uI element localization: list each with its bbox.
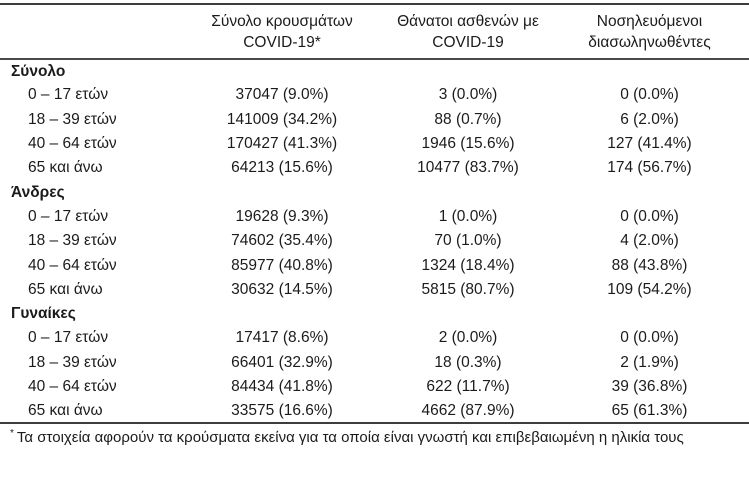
intubated-cell: 0 (0.0%): [620, 86, 679, 104]
cases-cell: 37047 (9.0%): [235, 86, 329, 104]
section-header-row: Γυναίκες: [0, 302, 749, 326]
cases-cell: 170427 (41.3%): [226, 135, 338, 153]
cases-cell: 19628 (9.3%): [235, 207, 329, 225]
intubated-cell: 109 (54.2%): [607, 280, 692, 298]
cases-cell: 30632 (14.5%): [231, 280, 333, 298]
age-group-label: 65 και άνω: [28, 159, 103, 177]
age-group-label: 40 – 64 ετών: [28, 378, 117, 395]
age-group-label: 0 – 17 ετών: [28, 329, 109, 347]
section-header-row: Σύνολο: [0, 59, 749, 83]
deaths-cell: 622 (11.7%): [426, 378, 510, 395]
header-intubated-line2: διασωληνωθέντες: [588, 33, 711, 51]
header-cases: Σύνολο κρουσμάτων COVID-19*: [178, 4, 386, 59]
age-group-label: 18 – 39 ετών: [28, 353, 117, 371]
intubated-cell: 6 (2.0%): [620, 110, 679, 128]
deaths-cell: 5815 (80.7%): [421, 280, 515, 298]
age-group-label: 40 – 64 ετών: [28, 256, 117, 274]
intubated-cell: 65 (61.3%): [611, 401, 688, 419]
age-group-label: 18 – 39 ετών: [28, 110, 117, 128]
deaths-cell: 88 (0.7%): [434, 110, 502, 128]
data-row: 65 και άνω 64213 (15.6%) 10477 (83.7%) 1…: [0, 156, 749, 180]
age-group-label: 0 – 17 ετών: [28, 86, 109, 104]
cases-cell: 17417 (8.6%): [235, 329, 329, 347]
deaths-cell: 3 (0.0%): [438, 86, 498, 104]
age-group-label: 65 και άνω: [28, 280, 103, 298]
header-intubated-line1: Νοσηλευόμενοι: [596, 12, 703, 30]
covid-age-statistics-table: Σύνολο κρουσμάτων COVID-19* Θάνατοι ασθε…: [0, 3, 749, 424]
section-label-men: Άνδρες: [11, 183, 65, 201]
intubated-cell: 2 (1.9%): [620, 353, 679, 371]
data-row: 18 – 39 ετών 74602 (35.4%) 70 (1.0%) 4 (…: [0, 229, 749, 253]
cases-cell: 141009 (34.2%): [226, 110, 338, 128]
data-row: 40 – 64 ετών 170427 (41.3%) 1946 (15.6%)…: [0, 132, 749, 156]
table-footnote: * Τα στοιχεία αφορούν τα κρούσματα εκείνα…: [10, 428, 749, 446]
cases-cell: 64213 (15.6%): [231, 159, 333, 177]
age-group-label: 18 – 39 ετών: [28, 232, 117, 250]
data-row: 0 – 17 ετών 37047 (9.0%) 3 (0.0%) 0 (0.0…: [0, 83, 749, 107]
intubated-cell: 0 (0.0%): [620, 329, 679, 347]
deaths-cell: 1324 (18.4%): [421, 256, 515, 274]
deaths-cell: 1 (0.0%): [438, 207, 498, 225]
header-cases-line2: COVID-19*: [243, 33, 321, 51]
cases-cell: 33575 (16.6%): [231, 401, 333, 419]
section-label-women: Γυναίκες: [11, 305, 76, 323]
deaths-cell: 70 (1.0%): [434, 232, 502, 250]
section-label-total: Σύνολο: [11, 62, 66, 80]
data-row: 40 – 64 ετών 84434 (41.8%) 622 (11.7%) 3…: [0, 375, 749, 399]
header-deaths-line2: COVID-19: [432, 33, 504, 51]
table-header: Σύνολο κρουσμάτων COVID-19* Θάνατοι ασθε…: [0, 4, 749, 59]
age-group-label: 65 και άνω: [28, 401, 103, 419]
header-empty-cell: [0, 4, 178, 59]
deaths-cell: 1946 (15.6%): [421, 135, 515, 153]
intubated-cell: 174 (56.7%): [607, 159, 692, 177]
header-deaths: Θάνατοι ασθενών με COVID-19: [386, 4, 550, 59]
header-row: Σύνολο κρουσμάτων COVID-19* Θάνατοι ασθε…: [0, 4, 749, 59]
intubated-cell: 127 (41.4%): [607, 135, 692, 153]
intubated-cell: 0 (0.0%): [620, 207, 679, 225]
intubated-cell: 88 (43.8%): [611, 256, 688, 274]
data-row: 18 – 39 ετών 141009 (34.2%) 88 (0.7%) 6 …: [0, 108, 749, 132]
header-deaths-line1: Θάνατοι ασθενών με: [397, 12, 539, 30]
deaths-cell: 4662 (87.9%): [421, 401, 515, 419]
header-cases-line1: Σύνολο κρουσμάτων: [211, 12, 353, 30]
cases-cell: 85977 (40.8%): [231, 256, 333, 274]
cases-cell: 74602 (35.4%): [231, 232, 333, 250]
cases-cell: 84434 (41.8%): [231, 378, 333, 395]
deaths-cell: 10477 (83.7%): [417, 159, 519, 177]
data-row: 18 – 39 ετών 66401 (32.9%) 18 (0.3%) 2 (…: [0, 351, 749, 375]
footnote-text: Τα στοιχεία αφορούν τα κρούσματα εκείνα …: [16, 429, 684, 447]
header-intubated: Νοσηλευόμενοι διασωληνωθέντες: [550, 4, 749, 59]
intubated-cell: 4 (2.0%): [620, 232, 679, 250]
deaths-cell: 2 (0.0%): [438, 329, 498, 347]
data-row: 65 και άνω 33575 (16.6%) 4662 (87.9%) 65…: [0, 399, 749, 424]
data-row: 40 – 64 ετών 85977 (40.8%) 1324 (18.4%) …: [0, 253, 749, 277]
age-group-label: 40 – 64 ετών: [28, 135, 117, 153]
cases-cell: 66401 (32.9%): [231, 353, 333, 371]
section-header-row: Άνδρες: [0, 180, 749, 204]
intubated-cell: 39 (36.8%): [611, 378, 688, 395]
table-body: Σύνολο 0 – 17 ετών 37047 (9.0%) 3 (0.0%)…: [0, 59, 749, 424]
data-row: 0 – 17 ετών 17417 (8.6%) 2 (0.0%) 0 (0.0…: [0, 326, 749, 350]
data-row: 65 και άνω 30632 (14.5%) 5815 (80.7%) 10…: [0, 278, 749, 302]
footnote-asterisk: *: [10, 428, 14, 440]
data-row: 0 – 17 ετών 19628 (9.3%) 1 (0.0%) 0 (0.0…: [0, 205, 749, 229]
deaths-cell: 18 (0.3%): [434, 353, 502, 371]
age-group-label: 0 – 17 ετών: [28, 207, 109, 225]
